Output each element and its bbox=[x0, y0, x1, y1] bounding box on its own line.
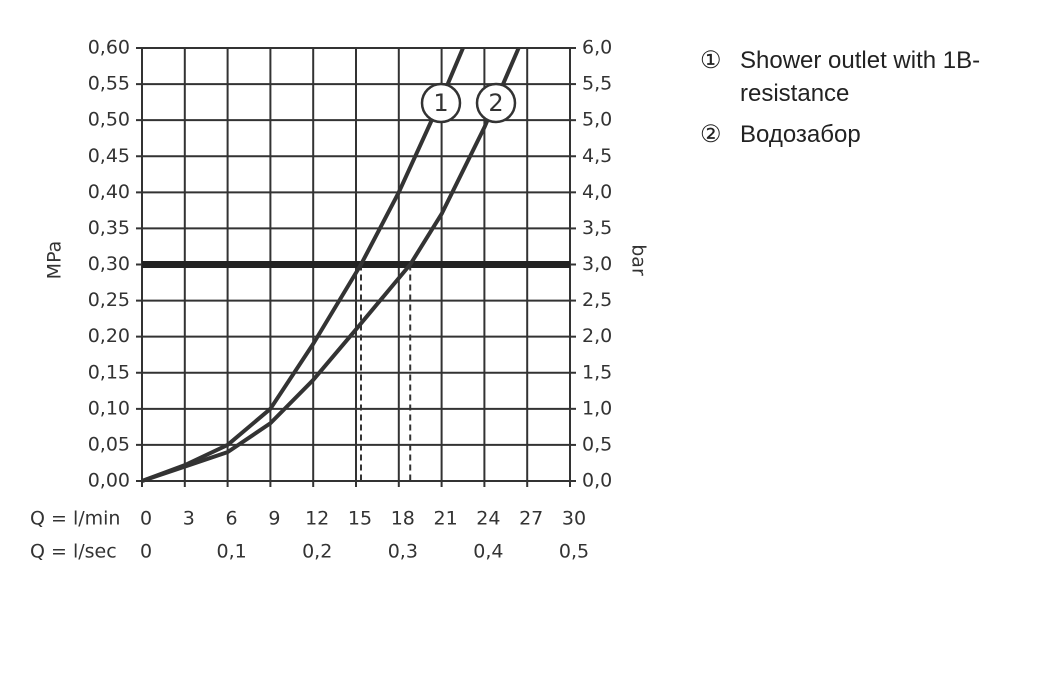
x-tick-label: 21 bbox=[434, 508, 458, 530]
y-tick-label: 0,35 bbox=[88, 217, 130, 239]
x2-tick-label: 0,1 bbox=[216, 541, 246, 563]
y-tick-label: 0,15 bbox=[88, 361, 130, 383]
legend-symbol: ① bbox=[700, 47, 722, 74]
y2-axis-label: bar bbox=[628, 244, 650, 276]
y2-tick-label: 2,5 bbox=[582, 289, 612, 311]
y-tick-label: 0,60 bbox=[88, 37, 130, 59]
chart: Q = l/min Q = l/sec MPa bar 0,000,050,10… bbox=[30, 37, 650, 563]
y-axis-label: MPa bbox=[44, 241, 66, 280]
y2-tick-label: 0,0 bbox=[582, 470, 612, 492]
y2-tick-label: 6,0 bbox=[582, 37, 612, 59]
x2-axis-label: Q = l/sec bbox=[30, 541, 117, 563]
y2-tick-label: 4,0 bbox=[582, 181, 612, 203]
x-tick-label: 24 bbox=[476, 508, 500, 530]
y2-tick-label: 1,5 bbox=[582, 361, 612, 383]
x2-tick-label: 0,4 bbox=[473, 541, 503, 563]
y2-tick-label: 5,0 bbox=[582, 109, 612, 131]
x2-tick-label: 0,2 bbox=[302, 541, 332, 563]
y-tick-label: 0,40 bbox=[88, 181, 130, 203]
y-tick-label: 0,50 bbox=[88, 109, 130, 131]
y2-tick-label: 3,5 bbox=[582, 217, 612, 239]
x-tick-label: 27 bbox=[519, 508, 543, 530]
x-tick-label: 0 bbox=[140, 508, 152, 530]
x-tick-label: 9 bbox=[268, 508, 280, 530]
y2-tick-label: 1,0 bbox=[582, 397, 612, 419]
legend-item: ① Shower outlet with 1B-resistance bbox=[700, 44, 1030, 110]
series-line bbox=[141, 47, 465, 483]
curve-label-circle bbox=[420, 82, 462, 124]
x-axis-label: Q = l/min bbox=[30, 508, 120, 530]
y-tick-label: 0,45 bbox=[88, 145, 130, 167]
y2-tick-label: 4,5 bbox=[582, 145, 612, 167]
x2-tick-label: 0,5 bbox=[559, 541, 589, 563]
x-tick-label: 18 bbox=[391, 508, 415, 530]
y-tick-label: 0,25 bbox=[88, 289, 130, 311]
legend-symbol: ② bbox=[700, 121, 722, 148]
y2-tick-label: 0,5 bbox=[582, 433, 612, 455]
x-tick-label: 30 bbox=[562, 508, 586, 530]
y-tick-label: 0,05 bbox=[88, 433, 130, 455]
curve-label-circle bbox=[475, 82, 517, 124]
y-tick-label: 0,10 bbox=[88, 397, 130, 419]
series-line bbox=[141, 47, 521, 483]
x-tick-label: 3 bbox=[183, 508, 195, 530]
x2-tick-label: 0 bbox=[140, 541, 152, 563]
x-tick-label: 12 bbox=[305, 508, 329, 530]
x-tick-label: 15 bbox=[348, 508, 372, 530]
y-tick-label: 0,00 bbox=[88, 470, 130, 492]
x-tick-label: 6 bbox=[226, 508, 238, 530]
curve-label: 2 bbox=[488, 89, 503, 117]
y-tick-label: 0,30 bbox=[88, 253, 130, 275]
y-tick-label: 0,55 bbox=[88, 73, 130, 95]
y-tick-label: 0,20 bbox=[88, 325, 130, 347]
legend: ① Shower outlet with 1B-resistance ② Водоза… bbox=[700, 44, 1030, 159]
y2-tick-label: 3,0 bbox=[582, 253, 612, 275]
y2-tick-label: 5,5 bbox=[582, 73, 612, 95]
y2-tick-label: 2,0 bbox=[582, 325, 612, 347]
legend-label: Shower outlet with 1B-resistance bbox=[740, 47, 981, 107]
x2-tick-label: 0,3 bbox=[388, 541, 418, 563]
legend-item: ② Водозабор bbox=[700, 118, 1030, 151]
curve-label: 1 bbox=[433, 89, 448, 117]
legend-label: Водозабор bbox=[740, 121, 861, 148]
